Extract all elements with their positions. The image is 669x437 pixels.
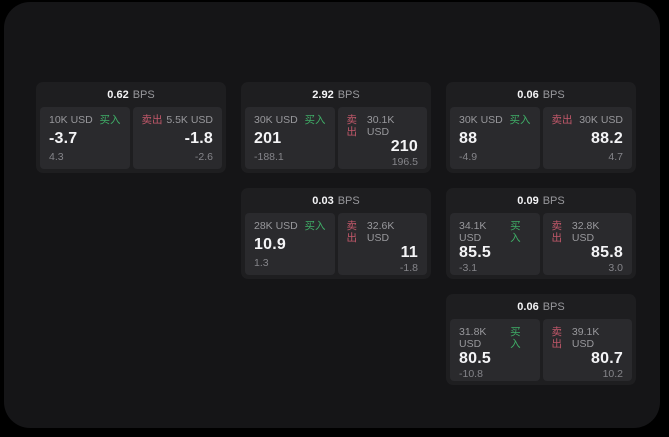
- buy-side-label: 买入: [510, 326, 521, 350]
- bps-unit-label: BPS: [132, 89, 155, 101]
- bps-unit-label: BPS: [337, 195, 360, 207]
- quote-card: 0.03 BPS 28K USD 买入 10.9 1.3 卖出 32.6K US…: [241, 188, 431, 279]
- quote-card: 0.62 BPS 10K USD 买入 -3.7 4.3 卖出 5.5K USD: [36, 82, 226, 173]
- buy-tile[interactable]: 10K USD 买入 -3.7 4.3: [40, 107, 130, 169]
- buy-price: 85.5: [459, 244, 491, 261]
- bps-value: 0.09: [517, 195, 539, 207]
- bps-value: 0.03: [312, 195, 334, 207]
- sell-tile[interactable]: 卖出 32.8K USD 85.8 3.0: [542, 213, 632, 275]
- buy-side-label: 买入: [99, 114, 121, 126]
- buy-amount: 10K USD: [49, 114, 93, 126]
- sell-price: 210: [390, 138, 418, 155]
- bps-unit-label: BPS: [542, 195, 565, 207]
- buy-amount: 28K USD: [254, 220, 298, 232]
- buy-tile[interactable]: 31.8K USD 买入 80.5 -10.8: [450, 319, 540, 381]
- buy-sub-value: -3.1: [459, 262, 478, 274]
- sell-side-label: 卖出: [551, 114, 573, 126]
- buy-side-label: 买入: [510, 220, 521, 244]
- bps-spread-header: 0.62 BPS: [40, 88, 222, 103]
- sell-sub-value: 10.2: [602, 368, 623, 380]
- sell-amount: 30K USD: [579, 114, 623, 126]
- buy-sub-value: -4.9: [459, 151, 478, 163]
- sell-price: 80.7: [591, 350, 623, 367]
- sell-tile[interactable]: 卖出 39.1K USD 80.7 10.2: [542, 319, 632, 381]
- sell-amount: 5.5K USD: [166, 114, 213, 126]
- sell-side-label: 卖出: [141, 114, 163, 126]
- bps-spread-header: 0.06 BPS: [450, 300, 632, 315]
- sell-tile[interactable]: 卖出 32.6K USD 11 -1.8: [337, 213, 427, 275]
- sell-tile[interactable]: 卖出 30.1K USD 210 196.5: [337, 107, 427, 169]
- sell-price: -1.8: [184, 129, 213, 147]
- buy-amount: 31.8K USD: [459, 326, 487, 350]
- quote-card-grid: 0.62 BPS 10K USD 买入 -3.7 4.3 卖出 5.5K USD: [36, 82, 636, 385]
- quote-card: 0.06 BPS 31.8K USD 买入 80.5 -10.8 卖出 39.1…: [446, 294, 636, 385]
- bps-value: 0.62: [107, 89, 129, 101]
- sell-side-label: 卖出: [551, 326, 563, 350]
- quote-board-panel: 0.62 BPS 10K USD 买入 -3.7 4.3 卖出 5.5K USD: [4, 2, 660, 428]
- bps-value: 0.06: [517, 301, 539, 313]
- buy-price: 88: [459, 129, 478, 147]
- buy-tile[interactable]: 28K USD 买入 10.9 1.3: [245, 213, 335, 275]
- buy-amount: 30K USD: [459, 114, 503, 126]
- buy-tile[interactable]: 34.1K USD 买入 85.5 -3.1: [450, 213, 540, 275]
- bps-unit-label: BPS: [337, 89, 360, 101]
- sell-side-label: 卖出: [346, 220, 358, 244]
- quote-card: 0.09 BPS 34.1K USD 买入 85.5 -3.1 卖出 32.8K…: [446, 188, 636, 279]
- sell-amount: 39.1K USD: [571, 326, 600, 350]
- bps-spread-header: 0.03 BPS: [245, 194, 427, 209]
- buy-sub-value: -10.8: [459, 368, 483, 380]
- sell-sub-value: 196.5: [391, 156, 418, 168]
- buy-sub-value: -188.1: [254, 151, 284, 163]
- sell-amount: 32.6K USD: [366, 220, 395, 244]
- sell-price: 85.8: [591, 244, 623, 261]
- buy-price: 201: [254, 129, 282, 147]
- bps-value: 2.92: [312, 89, 334, 101]
- bps-spread-header: 2.92 BPS: [245, 88, 427, 103]
- buy-side-label: 买入: [304, 114, 326, 126]
- buy-tile[interactable]: 30K USD 买入 88 -4.9: [450, 107, 540, 169]
- buy-sub-value: 4.3: [49, 151, 64, 163]
- sell-price: 88.2: [591, 129, 623, 147]
- buy-side-label: 买入: [304, 220, 326, 232]
- sell-price: 11: [400, 244, 418, 261]
- bps-unit-label: BPS: [542, 301, 565, 313]
- sell-tile[interactable]: 卖出 5.5K USD -1.8 -2.6: [132, 107, 222, 169]
- sell-sub-value: -2.6: [194, 151, 213, 163]
- bps-unit-label: BPS: [542, 89, 565, 101]
- buy-price: 80.5: [459, 350, 491, 367]
- bps-spread-header: 0.06 BPS: [450, 88, 632, 103]
- quote-card: 0.06 BPS 30K USD 买入 88 -4.9 卖出 30K USD: [446, 82, 636, 173]
- quote-card: 2.92 BPS 30K USD 买入 201 -188.1 卖出 30.1K …: [241, 82, 431, 173]
- bps-value: 0.06: [517, 89, 539, 101]
- buy-sub-value: 1.3: [254, 257, 269, 269]
- sell-tile[interactable]: 卖出 30K USD 88.2 4.7: [542, 107, 632, 169]
- sell-sub-value: 3.0: [608, 262, 623, 274]
- buy-tile[interactable]: 30K USD 买入 201 -188.1: [245, 107, 335, 169]
- sell-sub-value: -1.8: [399, 262, 418, 274]
- buy-price: 10.9: [254, 235, 286, 253]
- sell-amount: 32.8K USD: [571, 220, 600, 244]
- buy-side-label: 买入: [509, 114, 531, 126]
- sell-amount: 30.1K USD: [366, 114, 395, 138]
- sell-side-label: 卖出: [551, 220, 563, 244]
- buy-price: -3.7: [49, 129, 78, 147]
- buy-amount: 34.1K USD: [459, 220, 487, 244]
- bps-spread-header: 0.09 BPS: [450, 194, 632, 209]
- buy-amount: 30K USD: [254, 114, 298, 126]
- sell-side-label: 卖出: [346, 114, 358, 138]
- sell-sub-value: 4.7: [608, 151, 623, 163]
